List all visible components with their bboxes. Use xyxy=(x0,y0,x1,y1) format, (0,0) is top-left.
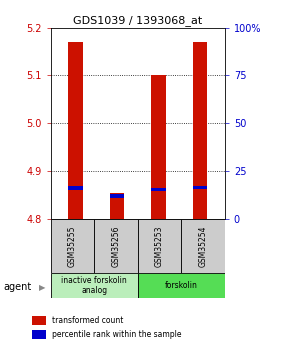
Title: GDS1039 / 1393068_at: GDS1039 / 1393068_at xyxy=(73,16,202,26)
Bar xyxy=(68,42,83,219)
Bar xyxy=(110,193,124,219)
Bar xyxy=(138,273,225,298)
Text: inactive forskolin
analog: inactive forskolin analog xyxy=(61,276,127,295)
Text: percentile rank within the sample: percentile rank within the sample xyxy=(52,330,182,339)
Text: GSM35255: GSM35255 xyxy=(68,225,77,267)
Bar xyxy=(32,330,46,339)
Bar xyxy=(68,186,83,190)
Text: ▶: ▶ xyxy=(39,283,46,292)
Text: GSM35256: GSM35256 xyxy=(111,225,121,267)
Bar xyxy=(51,219,94,273)
Text: GSM35254: GSM35254 xyxy=(198,225,208,267)
Bar xyxy=(181,219,225,273)
Text: GSM35253: GSM35253 xyxy=(155,225,164,267)
Bar xyxy=(94,219,138,273)
Bar xyxy=(151,76,166,219)
Text: transformed count: transformed count xyxy=(52,316,123,325)
Text: agent: agent xyxy=(3,282,31,292)
Bar xyxy=(51,273,138,298)
Bar xyxy=(151,188,166,191)
Bar xyxy=(193,186,207,189)
Bar xyxy=(110,195,124,198)
Bar xyxy=(138,219,181,273)
Text: forskolin: forskolin xyxy=(165,281,198,290)
Bar xyxy=(32,316,46,325)
Bar xyxy=(193,42,207,219)
